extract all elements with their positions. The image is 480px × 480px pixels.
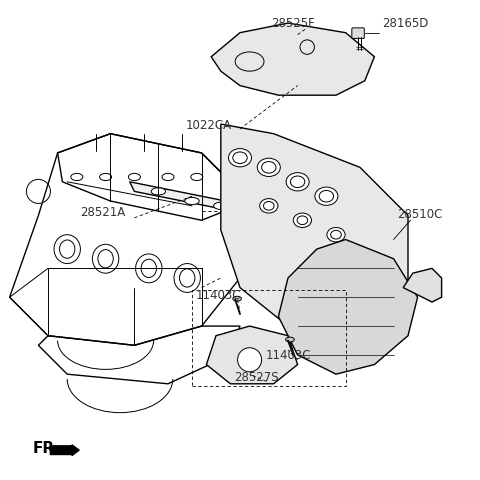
Text: 28527S: 28527S: [235, 370, 279, 384]
Polygon shape: [403, 269, 442, 302]
FancyArrow shape: [50, 445, 79, 456]
Text: 11403C: 11403C: [265, 348, 311, 362]
Ellipse shape: [257, 159, 280, 177]
Polygon shape: [211, 24, 374, 96]
Text: 28525F: 28525F: [271, 16, 315, 30]
Polygon shape: [221, 125, 408, 336]
Polygon shape: [278, 240, 418, 374]
Ellipse shape: [185, 198, 199, 205]
FancyBboxPatch shape: [352, 29, 364, 39]
Ellipse shape: [228, 149, 252, 168]
Ellipse shape: [151, 188, 166, 196]
Ellipse shape: [214, 203, 228, 210]
Ellipse shape: [233, 297, 241, 301]
Ellipse shape: [293, 214, 312, 228]
Text: 28521A: 28521A: [81, 205, 126, 219]
Text: 1022CA: 1022CA: [186, 118, 232, 132]
Ellipse shape: [260, 199, 278, 214]
Ellipse shape: [286, 337, 294, 342]
Text: 28165D: 28165D: [383, 16, 429, 30]
Text: 28510C: 28510C: [397, 207, 443, 220]
Ellipse shape: [234, 208, 246, 214]
Ellipse shape: [327, 228, 345, 242]
Polygon shape: [130, 182, 254, 216]
Text: FR.: FR.: [33, 440, 60, 455]
Circle shape: [238, 348, 262, 372]
Text: 11403C: 11403C: [196, 288, 241, 302]
Ellipse shape: [286, 173, 309, 192]
Polygon shape: [206, 326, 298, 384]
Ellipse shape: [315, 188, 338, 206]
